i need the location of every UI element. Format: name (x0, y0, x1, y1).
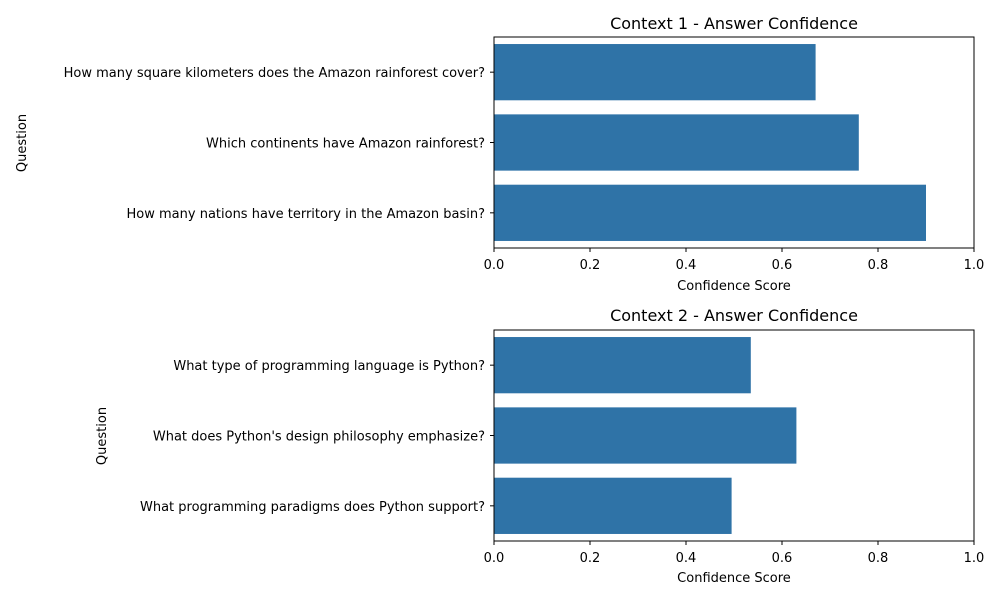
chart-panel-context-1: Context 1 - Answer Confidence How many s… (15, 14, 984, 294)
plot-frame (493, 329, 975, 542)
plot-frame (493, 36, 975, 249)
bar (494, 44, 816, 101)
x-tick-label: 0.2 (580, 551, 601, 566)
bar-group (494, 44, 926, 241)
x-tick-label: 0.8 (868, 551, 889, 566)
y-tick-label: What does Python's design philosophy emp… (153, 430, 485, 445)
bar (494, 477, 732, 534)
y-tick-label: What programming paradigms does Python s… (140, 500, 485, 515)
category-labels: What type of programming language is Pyt… (140, 359, 494, 515)
x-tick-label: 0.0 (484, 551, 505, 566)
bar (494, 407, 797, 464)
x-axis-label: Confidence Score (677, 571, 791, 586)
y-tick-label: What type of programming language is Pyt… (173, 359, 485, 374)
chart-title: Context 1 - Answer Confidence (610, 14, 858, 33)
x-tick-label: 0.0 (484, 258, 505, 273)
x-tick-label: 0.4 (676, 551, 697, 566)
y-tick-label: How many square kilometers does the Amaz… (64, 66, 485, 81)
bar (494, 337, 751, 394)
x-tick-label: 0.4 (676, 258, 697, 273)
y-tick-label: How many nations have territory in the A… (127, 207, 485, 222)
y-axis-label: Question (15, 114, 30, 172)
x-tick-label: 0.2 (580, 258, 601, 273)
category-labels: How many square kilometers does the Amaz… (64, 66, 494, 222)
x-tick-group: 0.0 0.2 0.4 0.6 0.8 1.0 (484, 248, 985, 273)
x-tick-label: 1.0 (964, 258, 985, 273)
x-tick-label: 0.8 (868, 258, 889, 273)
bar-group (494, 337, 797, 534)
chart-title: Context 2 - Answer Confidence (610, 306, 858, 325)
bar (494, 184, 926, 241)
bar (494, 114, 859, 171)
x-tick-group: 0.0 0.2 0.4 0.6 0.8 1.0 (484, 541, 985, 566)
chart-panel-context-2: Context 2 - Answer Confidence What type … (95, 306, 984, 586)
x-tick-label: 0.6 (772, 551, 793, 566)
x-tick-label: 0.6 (772, 258, 793, 273)
x-axis-label: Confidence Score (677, 279, 791, 294)
x-tick-label: 1.0 (964, 551, 985, 566)
y-tick-label: Which continents have Amazon rainforest? (206, 137, 485, 152)
y-axis-label: Question (95, 407, 110, 465)
